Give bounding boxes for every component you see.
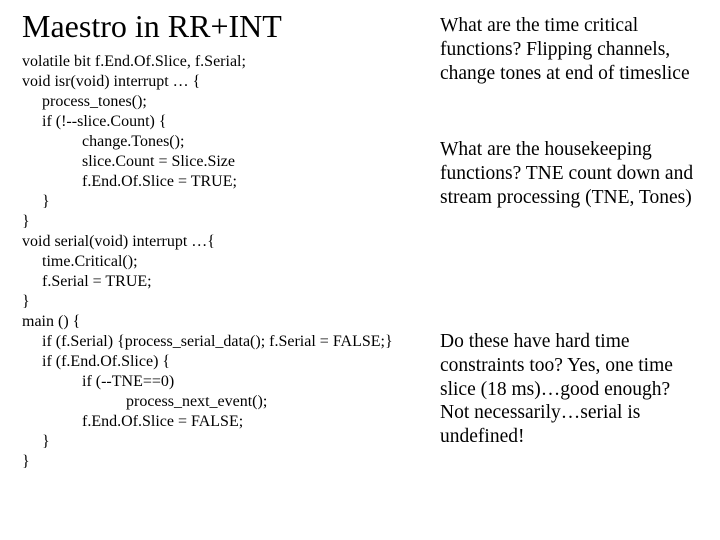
commentary-block-1: What are the time critical functions? Fl… <box>440 14 704 85</box>
commentary-block-3: Do these have hard time constraints too?… <box>440 330 704 449</box>
code-block-main: main () { if (f.Serial) {process_serial_… <box>22 312 393 472</box>
commentary-block-2: What are the housekeeping functions? TNE… <box>440 138 704 209</box>
slide-title: Maestro in RR+INT <box>22 8 282 45</box>
code-block-isr: volatile bit f.End.Of.Slice, f.Serial; v… <box>22 52 246 312</box>
